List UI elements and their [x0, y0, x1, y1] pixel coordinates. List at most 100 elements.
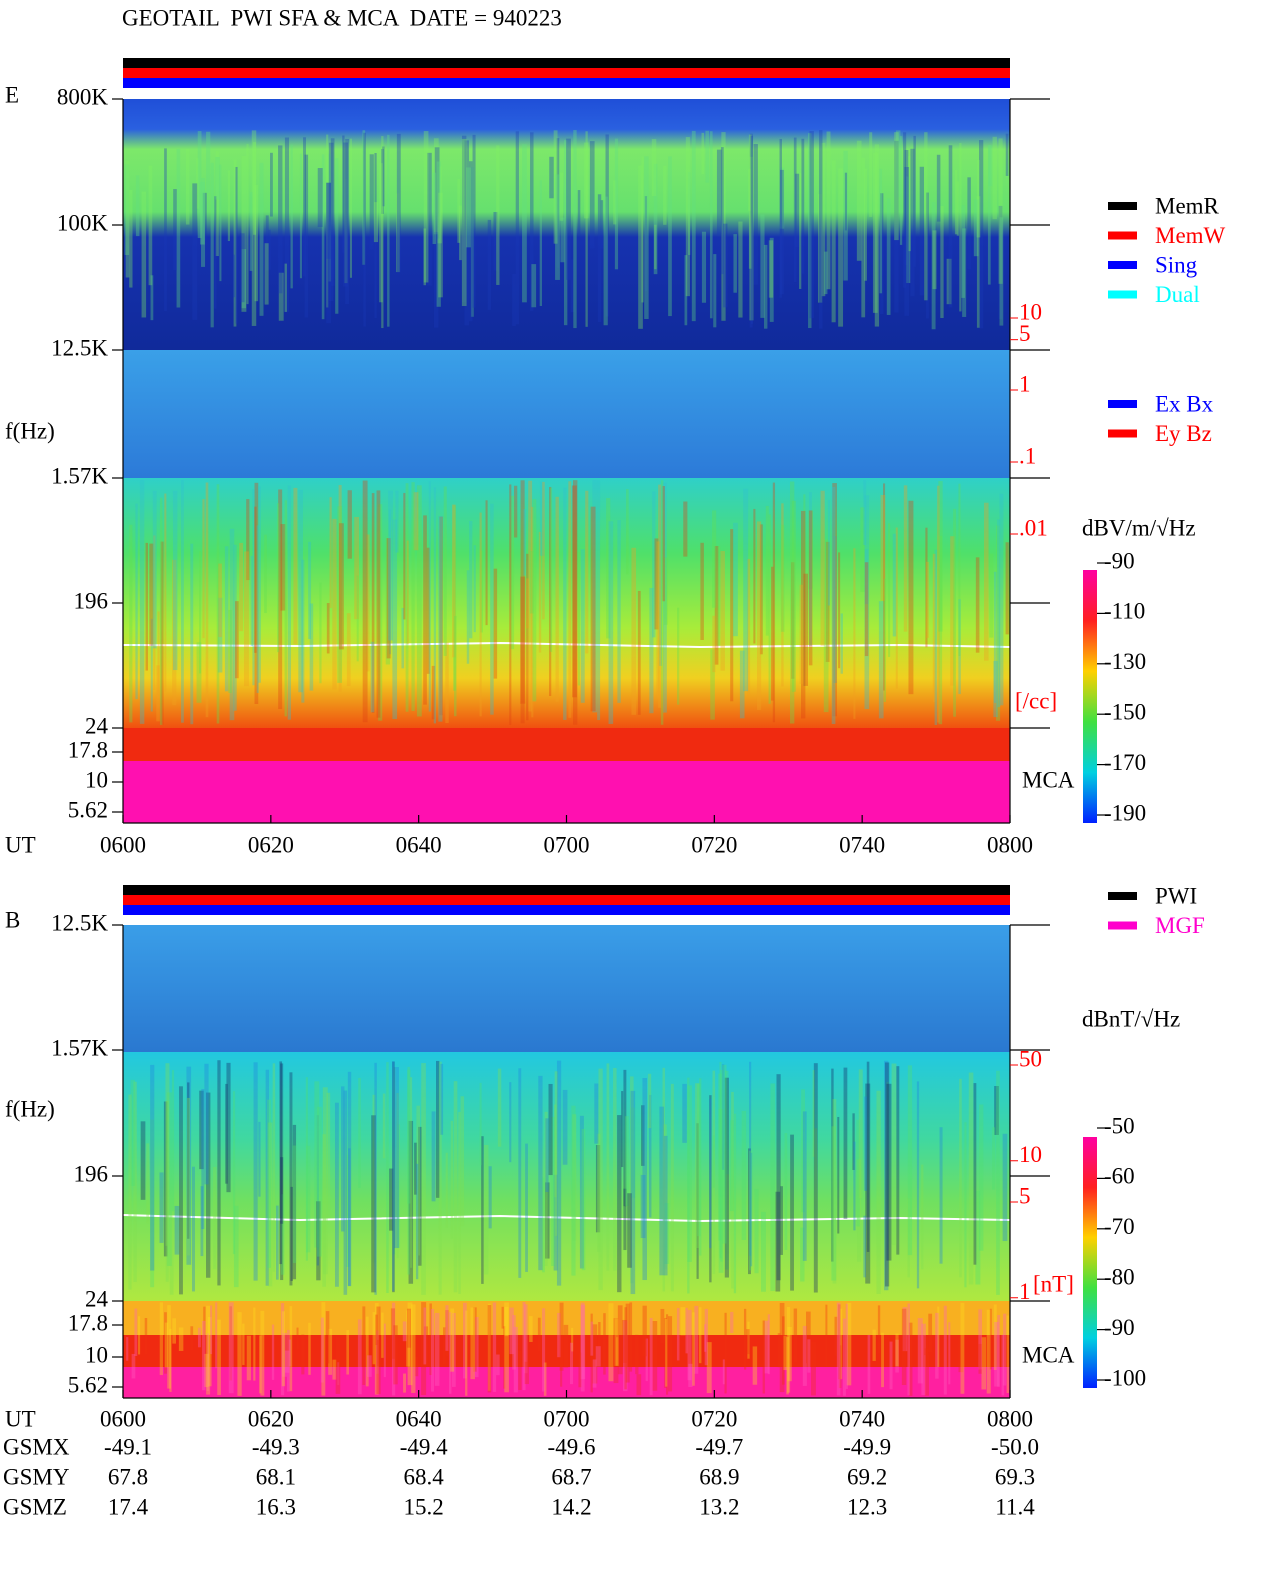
- texture-streak: [196, 157, 200, 209]
- texture-streak: [186, 1066, 192, 1265]
- texture-streak: [545, 1118, 549, 1193]
- texture-streak: [700, 542, 704, 640]
- texture-streak: [246, 499, 250, 581]
- texture-streak: [538, 1075, 543, 1271]
- texture-streak: [623, 1069, 627, 1207]
- texture-streak: [813, 1063, 818, 1293]
- texture-streak: [573, 130, 577, 329]
- texture-streak: [636, 1374, 642, 1396]
- texture-streak: [438, 1061, 442, 1295]
- texture-streak: [363, 132, 366, 327]
- texture-streak: [775, 1191, 781, 1292]
- texture-streak: [185, 149, 190, 225]
- orbit-value: -49.1: [104, 1434, 152, 1459]
- texture-streak: [391, 1302, 396, 1396]
- texture-streak: [585, 490, 589, 654]
- texture-streak: [382, 1093, 386, 1159]
- texture-streak: [124, 164, 130, 255]
- texture-streak: [768, 514, 771, 704]
- texture-streak: [649, 587, 654, 714]
- texture-streak: [712, 1070, 716, 1274]
- texture-streak: [663, 1135, 668, 1276]
- texture-streak: [549, 486, 552, 697]
- texture-streak: [861, 157, 866, 318]
- texture-streak: [197, 1327, 201, 1348]
- texture-streak: [924, 1348, 929, 1396]
- texture-streak: [271, 1324, 275, 1380]
- texture-streak: [595, 1346, 601, 1367]
- texture-streak: [362, 1306, 366, 1385]
- mca-band: [123, 1301, 1010, 1335]
- texture-streak: [224, 546, 229, 692]
- texture-streak: [201, 178, 206, 267]
- texture-streak: [906, 176, 911, 284]
- texture-streak: [357, 1319, 362, 1395]
- texture-streak: [438, 192, 443, 298]
- texture-streak: [192, 1166, 195, 1292]
- mca-label: MCA: [1022, 1342, 1075, 1367]
- orbit-value: 68.1: [256, 1464, 296, 1489]
- texture-streak: [571, 1105, 576, 1276]
- texture-streak: [179, 1086, 183, 1295]
- texture-streak: [250, 555, 254, 647]
- texture-streak: [622, 1320, 628, 1392]
- texture-streak: [908, 500, 914, 695]
- texture-streak: [138, 1316, 141, 1355]
- texture-streak: [203, 1306, 206, 1343]
- texture-streak: [403, 492, 406, 620]
- texture-streak: [712, 510, 717, 608]
- texture-streak: [414, 1142, 417, 1195]
- texture-streak: [145, 542, 148, 671]
- texture-streak: [144, 1317, 148, 1355]
- texture-streak: [366, 534, 370, 672]
- texture-streak: [450, 1120, 453, 1239]
- texture-streak: [513, 1326, 518, 1393]
- texture-streak: [406, 1310, 411, 1367]
- texture-streak: [838, 1345, 842, 1389]
- texture-streak: [717, 546, 721, 646]
- texture-streak: [169, 1328, 172, 1392]
- texture-streak: [724, 1312, 727, 1394]
- texture-streak: [524, 1304, 528, 1374]
- texture-streak: [289, 1072, 293, 1286]
- texture-streak: [510, 495, 515, 650]
- texture-streak: [172, 1318, 176, 1344]
- texture-streak: [343, 1090, 348, 1295]
- texture-streak: [803, 494, 806, 687]
- texture-streak: [631, 547, 637, 715]
- texture-streak: [317, 168, 323, 228]
- texture-streak: [682, 1083, 687, 1143]
- texture-streak: [747, 1321, 750, 1359]
- freq-tick-label: 196: [74, 588, 109, 613]
- texture-streak: [337, 1362, 340, 1385]
- texture-streak: [459, 205, 462, 261]
- texture-streak: [916, 1081, 920, 1289]
- texture-streak: [806, 1311, 811, 1364]
- freq-tick-label: 10: [85, 1342, 108, 1367]
- orbit-value: -50.0: [991, 1434, 1039, 1459]
- texture-streak: [148, 165, 153, 286]
- texture-streak: [461, 135, 467, 303]
- texture-streak: [329, 497, 332, 609]
- texture-streak: [984, 502, 989, 661]
- texture-streak: [542, 481, 545, 620]
- scale-tick-label: 1: [1019, 371, 1031, 396]
- orbit-value: 12.3: [847, 1494, 887, 1519]
- texture-streak: [684, 255, 688, 326]
- time-tick-label: 0800: [987, 1406, 1033, 1431]
- texture-streak: [509, 1082, 512, 1163]
- texture-streak: [483, 1144, 489, 1275]
- texture-streak: [206, 1092, 211, 1278]
- texture-streak: [658, 487, 663, 666]
- texture-streak: [509, 484, 512, 725]
- texture-streak: [640, 1174, 646, 1239]
- texture-streak: [808, 133, 812, 329]
- texture-streak: [852, 1113, 855, 1170]
- legend-label: Ex Bx: [1155, 391, 1214, 416]
- freq-tick-label: 24: [85, 1286, 109, 1311]
- texture-streak: [286, 1329, 290, 1392]
- texture-streak: [326, 182, 331, 259]
- texture-streak: [617, 1115, 622, 1293]
- texture-streak: [651, 139, 657, 196]
- texture-streak: [135, 503, 138, 700]
